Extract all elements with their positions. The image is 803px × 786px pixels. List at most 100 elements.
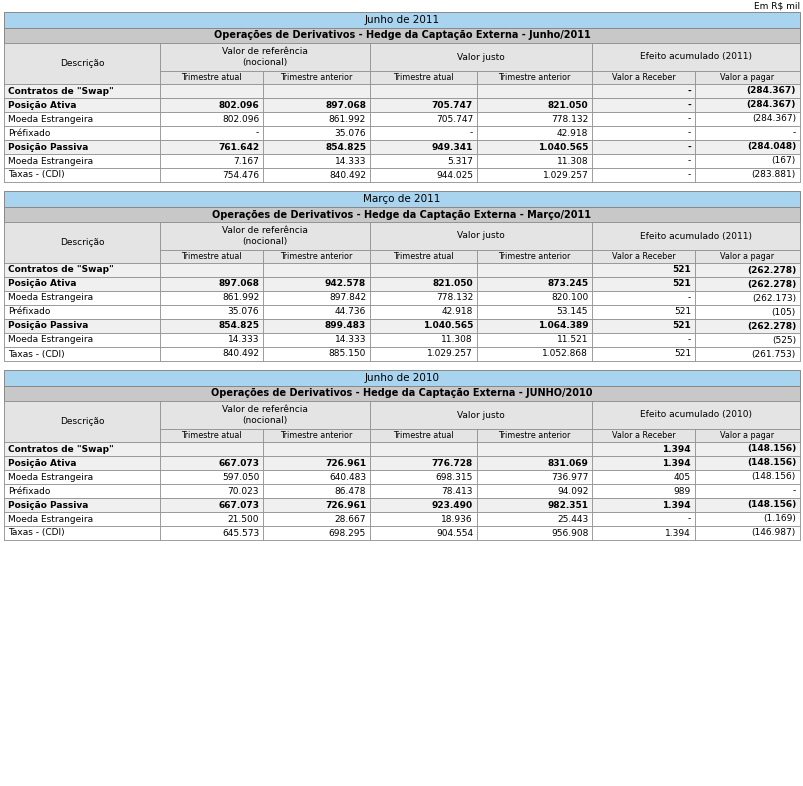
Text: (262.173): (262.173) [751, 293, 795, 303]
Bar [263, 140, 369, 154]
Bar [4, 222, 160, 263]
Bar [369, 456, 476, 470]
Text: 1.052.868: 1.052.868 [542, 350, 588, 358]
Text: Préfixado: Préfixado [8, 307, 51, 317]
Bar [160, 222, 369, 250]
Text: 405: 405 [673, 472, 691, 482]
Text: 521: 521 [673, 350, 691, 358]
Text: (262.278): (262.278) [746, 321, 795, 330]
Bar [592, 401, 799, 429]
Text: 861.992: 861.992 [328, 115, 365, 123]
Bar [263, 84, 369, 98]
Text: Moeda Estrangeira: Moeda Estrangeira [8, 336, 93, 344]
Bar [695, 347, 799, 361]
Bar [4, 333, 799, 347]
Bar [476, 319, 592, 333]
Text: Valor a pagar: Valor a pagar [719, 252, 773, 261]
Bar [592, 305, 695, 319]
Bar [369, 512, 476, 526]
Bar [4, 84, 799, 98]
Text: 1.394: 1.394 [662, 458, 691, 468]
Text: Efeito acumulado (2010): Efeito acumulado (2010) [639, 410, 751, 420]
Text: -: - [687, 156, 691, 166]
Text: 86.478: 86.478 [334, 487, 365, 495]
Text: Efeito acumulado (2011): Efeito acumulado (2011) [639, 53, 751, 61]
Text: 25.443: 25.443 [556, 515, 588, 523]
Bar [160, 71, 263, 84]
Text: 778.132: 778.132 [435, 293, 472, 303]
Bar [592, 277, 695, 291]
Bar [695, 263, 799, 277]
Bar [369, 84, 476, 98]
Bar [4, 291, 160, 305]
Text: 640.483: 640.483 [328, 472, 365, 482]
Text: (283.881): (283.881) [751, 171, 795, 179]
Bar [695, 429, 799, 442]
Text: 854.825: 854.825 [324, 142, 365, 152]
Bar [160, 470, 263, 484]
Bar [263, 98, 369, 112]
Bar [592, 98, 695, 112]
Bar [4, 319, 799, 333]
Bar [160, 484, 263, 498]
Text: (284.048): (284.048) [746, 142, 795, 152]
Text: Moeda Estrangeira: Moeda Estrangeira [8, 156, 93, 166]
Bar [592, 222, 799, 250]
Bar [695, 154, 799, 168]
Text: 667.073: 667.073 [218, 458, 259, 468]
Bar [160, 291, 263, 305]
Text: -: - [469, 128, 472, 138]
Bar [263, 277, 369, 291]
Bar [4, 98, 160, 112]
Text: Taxas - (CDI): Taxas - (CDI) [8, 171, 64, 179]
Bar [4, 43, 160, 84]
Text: 899.483: 899.483 [324, 321, 365, 330]
Text: Valor a Receber: Valor a Receber [611, 73, 675, 82]
Bar [4, 442, 160, 456]
Bar [4, 526, 160, 540]
Text: 949.341: 949.341 [431, 142, 472, 152]
Bar [4, 277, 799, 291]
Bar [369, 154, 476, 168]
Bar [592, 154, 695, 168]
Text: 821.050: 821.050 [547, 101, 588, 109]
Text: Descrição: Descrição [60, 417, 104, 426]
Text: Junho de 2010: Junho de 2010 [364, 373, 439, 383]
Text: Valor justo: Valor justo [457, 232, 504, 241]
Bar [695, 512, 799, 526]
Text: Trimestre anterior: Trimestre anterior [280, 431, 353, 440]
Text: 989: 989 [673, 487, 691, 495]
Bar [369, 429, 476, 442]
Text: 944.025: 944.025 [435, 171, 472, 179]
Text: 831.069: 831.069 [547, 458, 588, 468]
Bar [369, 442, 476, 456]
Bar [263, 112, 369, 126]
Text: Trimestre atual: Trimestre atual [393, 73, 454, 82]
Bar [592, 512, 695, 526]
Text: 667.073: 667.073 [218, 501, 259, 509]
Bar [4, 222, 799, 263]
Text: -: - [792, 487, 795, 495]
Bar [369, 277, 476, 291]
Text: 897.068: 897.068 [218, 280, 259, 288]
Text: Trimestre anterior: Trimestre anterior [498, 431, 570, 440]
Text: Posição Ativa: Posição Ativa [8, 101, 76, 109]
Text: 840.492: 840.492 [222, 350, 259, 358]
Bar [4, 154, 160, 168]
Bar [476, 71, 592, 84]
Bar [695, 470, 799, 484]
Bar [160, 526, 263, 540]
Text: 923.490: 923.490 [431, 501, 472, 509]
Bar [476, 526, 592, 540]
Bar [4, 168, 799, 182]
Text: 854.825: 854.825 [218, 321, 259, 330]
Bar [592, 526, 695, 540]
Bar [369, 126, 476, 140]
Bar [695, 442, 799, 456]
Bar [4, 140, 160, 154]
Text: Descrição: Descrição [60, 238, 104, 247]
Bar [4, 401, 160, 442]
Text: (148.156): (148.156) [746, 501, 795, 509]
Text: 18.936: 18.936 [441, 515, 472, 523]
Text: Trimestre anterior: Trimestre anterior [498, 73, 570, 82]
